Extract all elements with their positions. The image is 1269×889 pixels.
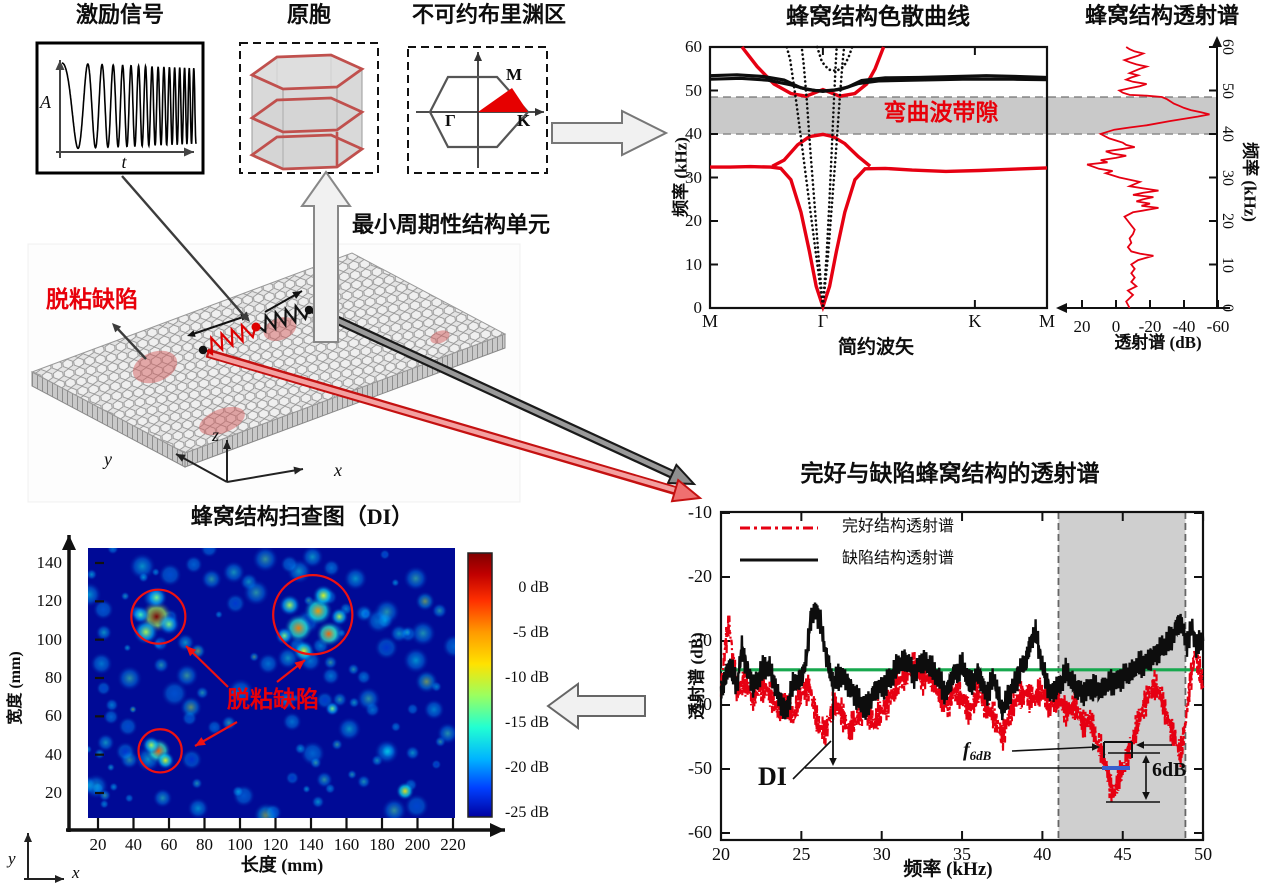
- scan-heatmap: [88, 548, 455, 818]
